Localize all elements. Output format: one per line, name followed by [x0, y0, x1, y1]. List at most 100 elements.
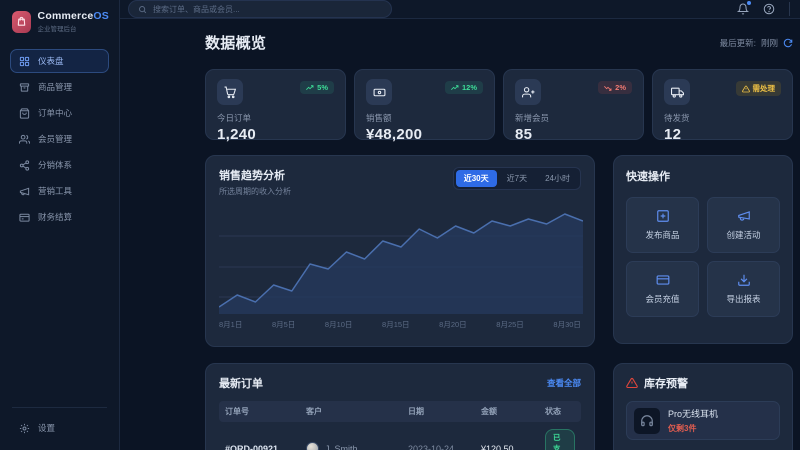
wallet-icon	[19, 212, 30, 223]
sidebar-item-products[interactable]: 商品管理	[10, 75, 109, 99]
sidebar-item-label: 分销体系	[38, 160, 73, 170]
order-date: 2023-10-24	[408, 443, 455, 450]
trend-down-icon	[604, 85, 612, 91]
col-order-id: 订单号	[225, 407, 249, 416]
quick-actions-card: 快速操作 发布商品 创建活动 会员充值	[613, 155, 793, 344]
col-date: 日期	[408, 407, 424, 416]
trend-up-icon	[306, 84, 314, 90]
x-tick: 8月15日	[382, 320, 410, 329]
order-amount: ¥120.50	[481, 443, 514, 450]
stat-value: ¥48,200	[366, 126, 423, 143]
inventory-item[interactable]: Pro无线耳机 仅剩3件	[626, 401, 780, 440]
refresh-icon[interactable]	[783, 38, 793, 48]
product-name: Pro无线耳机	[668, 409, 719, 419]
last-updated: 最后更新: 刚刚	[720, 37, 793, 49]
orders-table-header: 订单号 客户 日期 金额 状态	[219, 401, 581, 422]
product-box-icon	[19, 82, 30, 93]
notifications-bell-icon[interactable]	[737, 1, 751, 15]
gear-icon	[19, 423, 30, 434]
topbar-divider	[789, 2, 790, 16]
inventory-alert-card: 库存预警 Pro无线耳机 仅剩3件	[613, 363, 793, 450]
chart-title: 销售趋势分析	[219, 170, 285, 182]
sidebar-divider	[12, 407, 107, 408]
sidebar-item-label: 仪表盘	[38, 56, 64, 66]
sidebar-item-orders[interactable]: 订单中心	[10, 101, 109, 125]
sales-trend-card: 销售趋势分析 所选周期的收入分析 近30天 近7天 24小时	[205, 155, 595, 347]
users-icon	[19, 134, 30, 145]
stat-value: 12	[664, 126, 682, 143]
warning-triangle-icon	[626, 377, 638, 389]
stats-row: 5% 今日订单 1,240 12% 销售额 ¥48,200 2% 新增会员	[205, 69, 793, 143]
sales-trend-chart: 8月1日 8月5日 8月10日 8月15日 8月20日 8月25日 8月30日	[219, 209, 583, 330]
sidebar: CommerceOS 企业管理后台 仪表盘 商品管理 订单中心 会员管理 分销体…	[0, 0, 120, 450]
stat-card-new-members[interactable]: 2% 新增会员 85	[503, 69, 644, 143]
stock-warning: 仅剩3件	[668, 424, 697, 433]
credit-card-icon	[656, 273, 670, 287]
trend-badge: 12%	[444, 81, 483, 94]
trend-badge: 5%	[300, 81, 334, 94]
export-report-button[interactable]: 导出报表	[707, 261, 780, 317]
range-button-30d[interactable]: 近30天	[455, 170, 497, 187]
warning-icon	[741, 85, 750, 92]
user-plus-icon	[515, 79, 541, 105]
topbar	[120, 0, 800, 19]
stat-label: 待发货	[664, 113, 690, 123]
stat-card-pending-shipments[interactable]: 需处理 待发货 12	[652, 69, 793, 143]
member-topup-button[interactable]: 会员充值	[626, 261, 699, 317]
sidebar-item-label: 财务结算	[38, 212, 73, 222]
stat-label: 今日订单	[217, 113, 252, 123]
global-search[interactable]	[128, 0, 392, 18]
order-id: #ORD-00921	[225, 443, 279, 450]
brand-logo-icon	[12, 10, 31, 33]
sidebar-item-label: 订单中心	[38, 108, 73, 118]
x-tick: 8月10日	[324, 320, 353, 329]
brand-subtitle: 企业管理后台	[37, 26, 77, 33]
shopping-bag-icon	[19, 107, 30, 119]
trend-badge: 2%	[598, 81, 632, 94]
sidebar-item-finance[interactable]: 财务结算	[10, 205, 109, 229]
trend-up-icon	[451, 84, 459, 90]
orders-title: 最新订单	[219, 378, 263, 390]
stat-label: 新增会员	[515, 113, 550, 123]
stat-card-sales[interactable]: 12% 销售额 ¥48,200	[354, 69, 495, 143]
sidebar-item-label: 商品管理	[38, 82, 73, 92]
stat-value: 85	[515, 126, 533, 143]
latest-orders-card: 最新订单 查看全部 订单号 客户 日期 金额 状态 #ORD-00921 J. …	[205, 363, 595, 450]
sidebar-item-label: 设置	[38, 423, 56, 433]
sidebar-item-label: 会员管理	[38, 134, 73, 144]
col-amount: 金额	[481, 407, 497, 416]
range-button-7d[interactable]: 近7天	[499, 170, 535, 187]
sidebar-item-dashboard[interactable]: 仪表盘	[10, 49, 109, 73]
view-all-link[interactable]: 查看全部	[546, 378, 581, 388]
banknote-icon	[366, 79, 392, 105]
download-icon	[737, 273, 751, 287]
table-row[interactable]: #ORD-00921 J. Smith 2023-10-24 ¥120.50 已…	[219, 422, 581, 450]
sidebar-item-label: 营销工具	[38, 186, 73, 196]
megaphone-icon	[19, 186, 30, 197]
col-status: 状态	[545, 407, 561, 416]
status-badge: 已支付	[545, 429, 575, 450]
chart-x-axis: 8月1日 8月5日 8月10日 8月15日 8月20日 8月25日 8月30日	[219, 319, 581, 330]
x-tick: 8月1日	[219, 320, 243, 329]
plus-square-icon	[656, 209, 670, 223]
range-button-24h[interactable]: 24小时	[537, 170, 578, 187]
cart-icon	[217, 79, 243, 105]
help-icon[interactable]	[763, 3, 775, 15]
trend-badge: 需处理	[735, 81, 781, 96]
sidebar-item-distribution[interactable]: 分销体系	[10, 153, 109, 177]
search-input[interactable]	[153, 4, 382, 14]
brand: CommerceOS 企业管理后台	[10, 8, 109, 43]
col-customer: 客户	[306, 407, 322, 416]
create-campaign-button[interactable]: 创建活动	[707, 197, 780, 253]
x-tick: 8月20日	[439, 320, 467, 329]
chart-range-selector: 近30天 近7天 24小时	[452, 167, 581, 190]
sidebar-item-settings[interactable]: 设置	[10, 416, 109, 440]
sidebar-item-members[interactable]: 会员管理	[10, 127, 109, 151]
truck-icon	[664, 79, 690, 105]
publish-product-button[interactable]: 发布商品	[626, 197, 699, 253]
stat-card-orders-today[interactable]: 5% 今日订单 1,240	[205, 69, 346, 143]
search-icon	[138, 5, 147, 14]
sidebar-nav: 仪表盘 商品管理 订单中心 会员管理 分销体系 营销工具 财务结算	[10, 49, 109, 229]
sidebar-item-marketing[interactable]: 营销工具	[10, 179, 109, 203]
avatar	[306, 442, 319, 450]
